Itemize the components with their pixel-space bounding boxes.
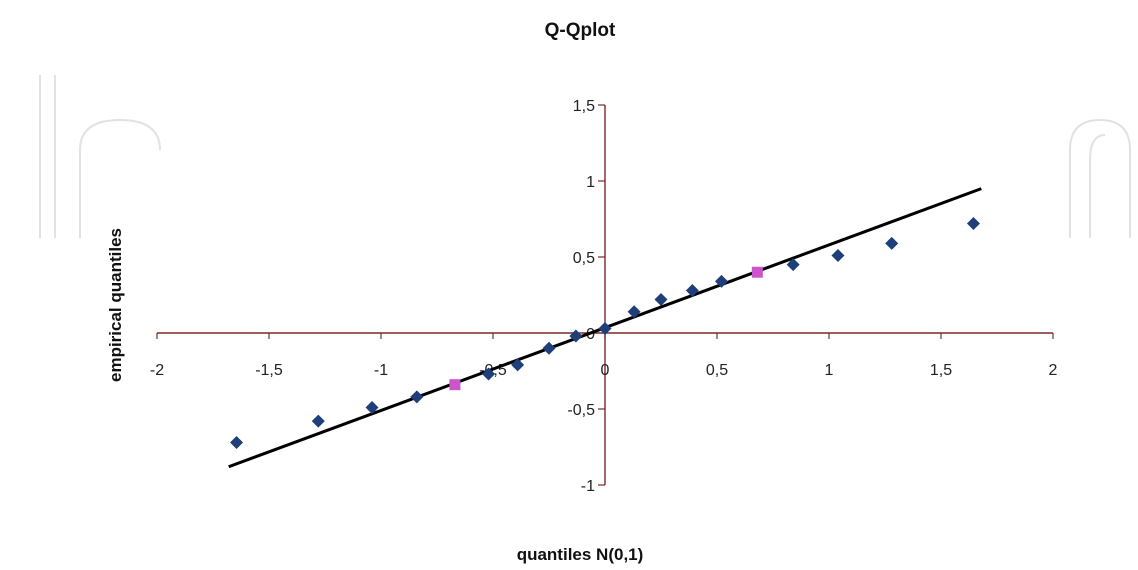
tick-labels: -2-1,5-1-0,500,511,52-1-0,50,511,50 (150, 98, 1058, 495)
data-point-diamond (482, 367, 496, 381)
data-point-diamond (410, 390, 424, 404)
x-axis-label: quantiles N(0,1) (516, 545, 644, 564)
data-point-diamond (714, 274, 728, 288)
x-tick-label: 1,5 (930, 362, 952, 379)
y-tick-label: -1 (581, 478, 595, 495)
data-point-diamond (569, 329, 583, 343)
data-point-diamond (230, 435, 244, 449)
chart-title: Q-Qplot (544, 20, 616, 41)
data-point-square (751, 266, 763, 278)
x-tick-label: 0,5 (706, 362, 728, 379)
y-tick-label: 1 (586, 174, 595, 191)
data-point-diamond (598, 321, 612, 335)
data-points (230, 217, 980, 449)
data-point-diamond (786, 258, 800, 272)
data-point-square (449, 379, 461, 391)
axes (156, 104, 1054, 486)
data-point-diamond (885, 236, 899, 250)
data-point-diamond (654, 293, 668, 307)
x-tick-label: -1 (374, 362, 388, 379)
y-tick-label: -0,5 (567, 402, 595, 419)
x-tick-label: 0 (601, 362, 610, 379)
y-axis-label: empirical quantiles (106, 228, 125, 382)
y-tick-label: 0,5 (573, 250, 595, 267)
data-point-diamond (685, 283, 699, 297)
x-tick-label: -2 (150, 362, 164, 379)
data-point-diamond (966, 217, 980, 231)
data-point-diamond (311, 414, 325, 428)
x-tick-label: -1,5 (255, 362, 283, 379)
x-tick-label: 2 (1049, 362, 1058, 379)
watermark (39, 75, 1131, 238)
data-point-diamond (831, 248, 845, 262)
x-tick-label: 1 (825, 362, 834, 379)
data-point-diamond (627, 305, 641, 319)
data-point-diamond (511, 358, 525, 372)
y-tick-label: 1,5 (573, 98, 595, 115)
data-point-diamond (365, 400, 379, 414)
data-point-diamond (542, 341, 556, 355)
